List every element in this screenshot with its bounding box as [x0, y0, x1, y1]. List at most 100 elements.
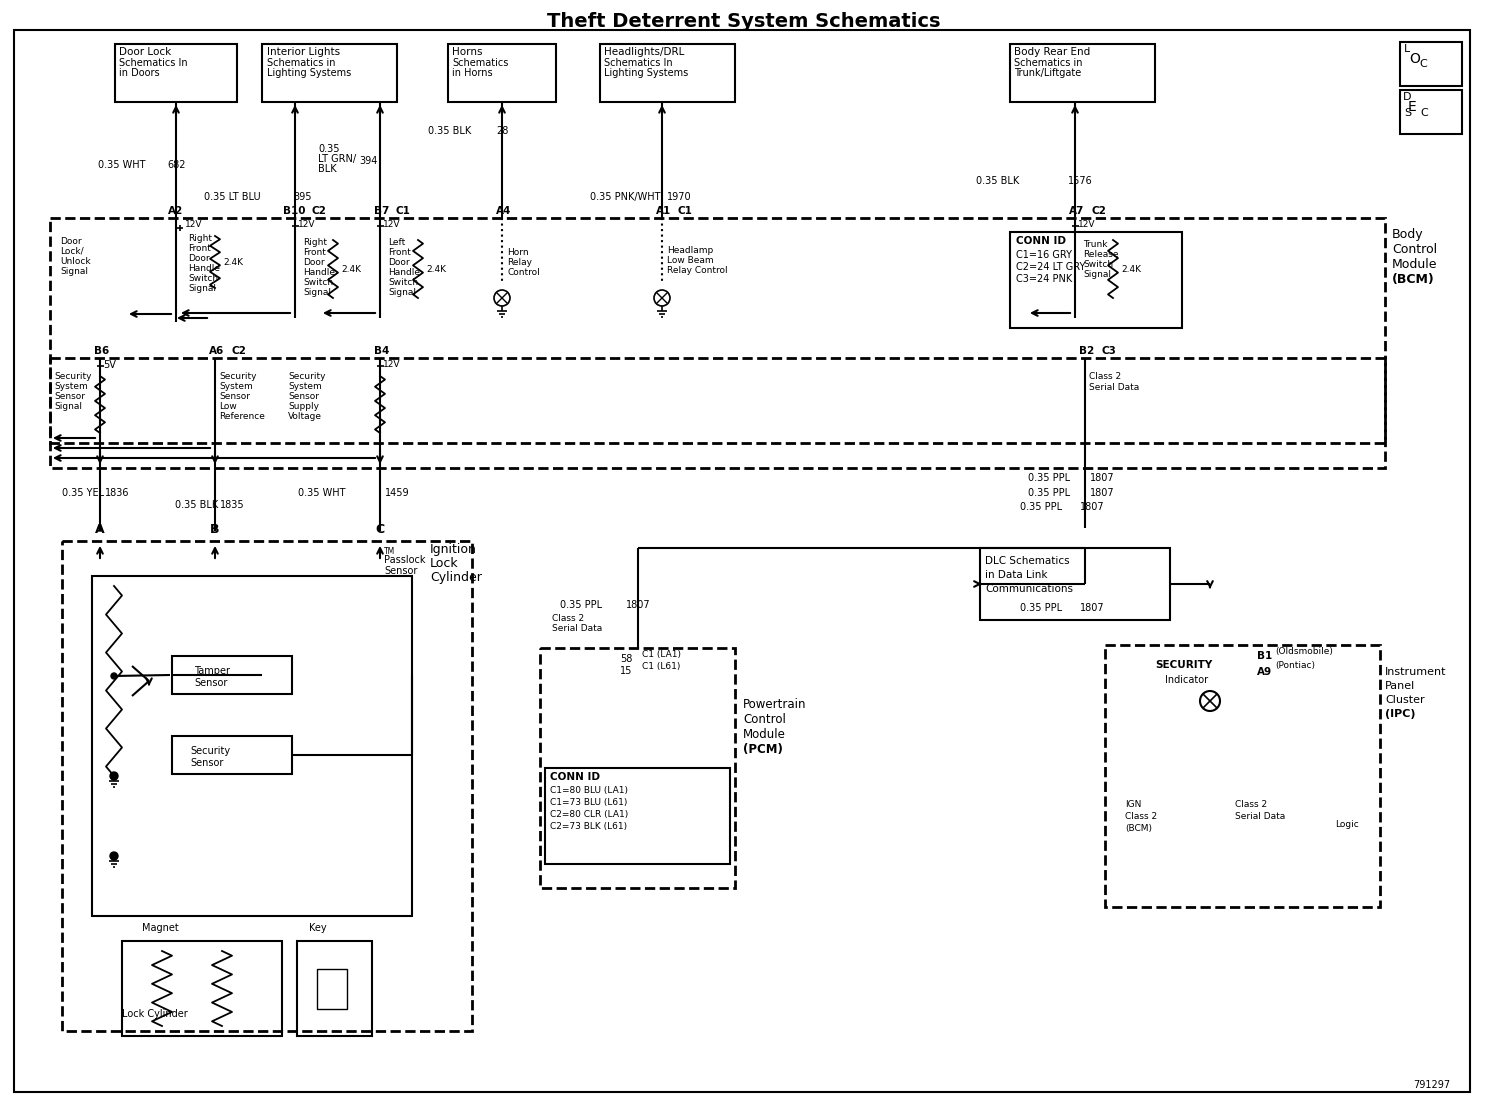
Text: Supply: Supply — [289, 402, 318, 411]
Text: Signal: Signal — [60, 267, 88, 276]
Text: in Data Link: in Data Link — [985, 570, 1048, 580]
Text: Signal: Signal — [388, 288, 417, 297]
Text: 0.35 BLK: 0.35 BLK — [429, 126, 472, 136]
Text: (BCM): (BCM) — [1391, 273, 1434, 286]
Text: L: L — [1405, 44, 1411, 54]
Text: Module: Module — [743, 728, 786, 741]
Text: Switch: Switch — [304, 278, 333, 287]
Bar — [1010, 44, 1155, 102]
Text: Right: Right — [304, 238, 327, 247]
Bar — [317, 969, 347, 1009]
Text: 12V: 12V — [298, 220, 315, 229]
Text: Magnet: Magnet — [141, 923, 179, 933]
Text: Sensor: Sensor — [54, 392, 85, 401]
Bar — [1400, 91, 1463, 134]
Text: S: S — [1405, 108, 1411, 118]
Bar — [173, 656, 292, 694]
Text: Cylinder: Cylinder — [430, 571, 482, 584]
Text: C1: C1 — [396, 206, 411, 216]
Bar — [262, 44, 397, 102]
Text: Handle: Handle — [304, 268, 335, 277]
Text: Headlamp: Headlamp — [667, 246, 713, 255]
Text: Security: Security — [289, 372, 326, 381]
Text: C1: C1 — [679, 206, 693, 216]
Text: Horns: Horns — [452, 47, 482, 57]
Text: Relay: Relay — [507, 258, 533, 267]
Text: 0.35 PPL: 0.35 PPL — [1028, 488, 1070, 498]
Bar — [173, 736, 292, 774]
Circle shape — [110, 852, 118, 860]
Text: Module: Module — [1391, 258, 1437, 270]
Text: C1 (LA1): C1 (LA1) — [641, 650, 682, 659]
Text: IGN: IGN — [1125, 800, 1141, 809]
Text: 1836: 1836 — [106, 488, 129, 498]
Text: Control: Control — [743, 713, 786, 726]
Text: 5V: 5V — [103, 360, 116, 370]
Text: Switch: Switch — [1083, 261, 1113, 269]
Text: Release: Release — [1083, 250, 1119, 259]
Text: (Pontiac): (Pontiac) — [1275, 661, 1315, 670]
Text: Serial Data: Serial Data — [1235, 813, 1286, 821]
Text: 1576: 1576 — [1068, 176, 1092, 185]
Text: B1: B1 — [1257, 651, 1272, 661]
Text: 0.35 WHT: 0.35 WHT — [298, 488, 345, 498]
Text: B2: B2 — [1079, 346, 1094, 355]
Text: DLC Schematics: DLC Schematics — [985, 556, 1070, 566]
Text: Headlights/DRL: Headlights/DRL — [604, 47, 684, 57]
Text: System: System — [289, 382, 321, 391]
Text: A4: A4 — [496, 206, 512, 216]
Text: Interior Lights: Interior Lights — [266, 47, 341, 57]
Text: Lock Cylinder: Lock Cylinder — [122, 1009, 187, 1019]
Text: LT GRN/: LT GRN/ — [318, 153, 356, 164]
Text: C1 (L61): C1 (L61) — [641, 662, 680, 671]
Text: B10: B10 — [283, 206, 305, 216]
Text: 15: 15 — [620, 666, 632, 676]
Text: C2: C2 — [312, 206, 327, 216]
Text: 1807: 1807 — [1080, 603, 1104, 613]
Text: 1807: 1807 — [1091, 488, 1115, 498]
Text: Sensor: Sensor — [289, 392, 318, 401]
Text: 12V: 12V — [1077, 220, 1095, 229]
Bar — [540, 648, 735, 888]
Text: C2=80 CLR (LA1): C2=80 CLR (LA1) — [551, 810, 628, 819]
Bar — [115, 44, 237, 102]
Text: 1807: 1807 — [626, 599, 650, 611]
Text: Body Rear End: Body Rear End — [1013, 47, 1091, 57]
Text: 395: 395 — [293, 192, 311, 202]
Bar — [92, 576, 412, 916]
Text: Schematics In: Schematics In — [119, 59, 187, 68]
Text: 12V: 12V — [185, 220, 202, 229]
Text: Reference: Reference — [219, 412, 265, 421]
Text: C: C — [1420, 108, 1428, 118]
Text: Lighting Systems: Lighting Systems — [266, 68, 351, 78]
Text: Passlock: Passlock — [384, 555, 426, 565]
Text: 2.4K: 2.4K — [1120, 265, 1141, 274]
Text: A6: A6 — [208, 346, 225, 355]
Text: A7: A7 — [1068, 206, 1085, 216]
Text: Right: Right — [187, 234, 211, 243]
Text: System: System — [54, 382, 88, 391]
Text: Switch: Switch — [187, 274, 219, 283]
Text: Door: Door — [187, 254, 210, 263]
Text: Handle: Handle — [388, 268, 420, 277]
Text: B4: B4 — [373, 346, 390, 355]
Text: Signal: Signal — [1083, 270, 1112, 279]
Text: Front: Front — [304, 248, 326, 257]
Text: Door Lock: Door Lock — [119, 47, 171, 57]
Text: 1807: 1807 — [1080, 502, 1104, 512]
Text: in Horns: in Horns — [452, 68, 493, 78]
Text: TM: TM — [384, 546, 396, 556]
Text: 0.35 BLK: 0.35 BLK — [976, 176, 1019, 185]
Text: A: A — [95, 523, 104, 537]
Bar — [298, 941, 372, 1036]
Text: Control: Control — [507, 268, 540, 277]
Bar — [51, 217, 1385, 443]
Text: B6: B6 — [94, 346, 109, 355]
Text: Lock/: Lock/ — [60, 247, 83, 256]
Text: A1: A1 — [656, 206, 671, 216]
Bar — [1010, 232, 1181, 328]
Text: 1459: 1459 — [385, 488, 409, 498]
Text: Front: Front — [388, 248, 411, 257]
Text: Lighting Systems: Lighting Systems — [604, 68, 689, 78]
Bar — [62, 541, 472, 1031]
